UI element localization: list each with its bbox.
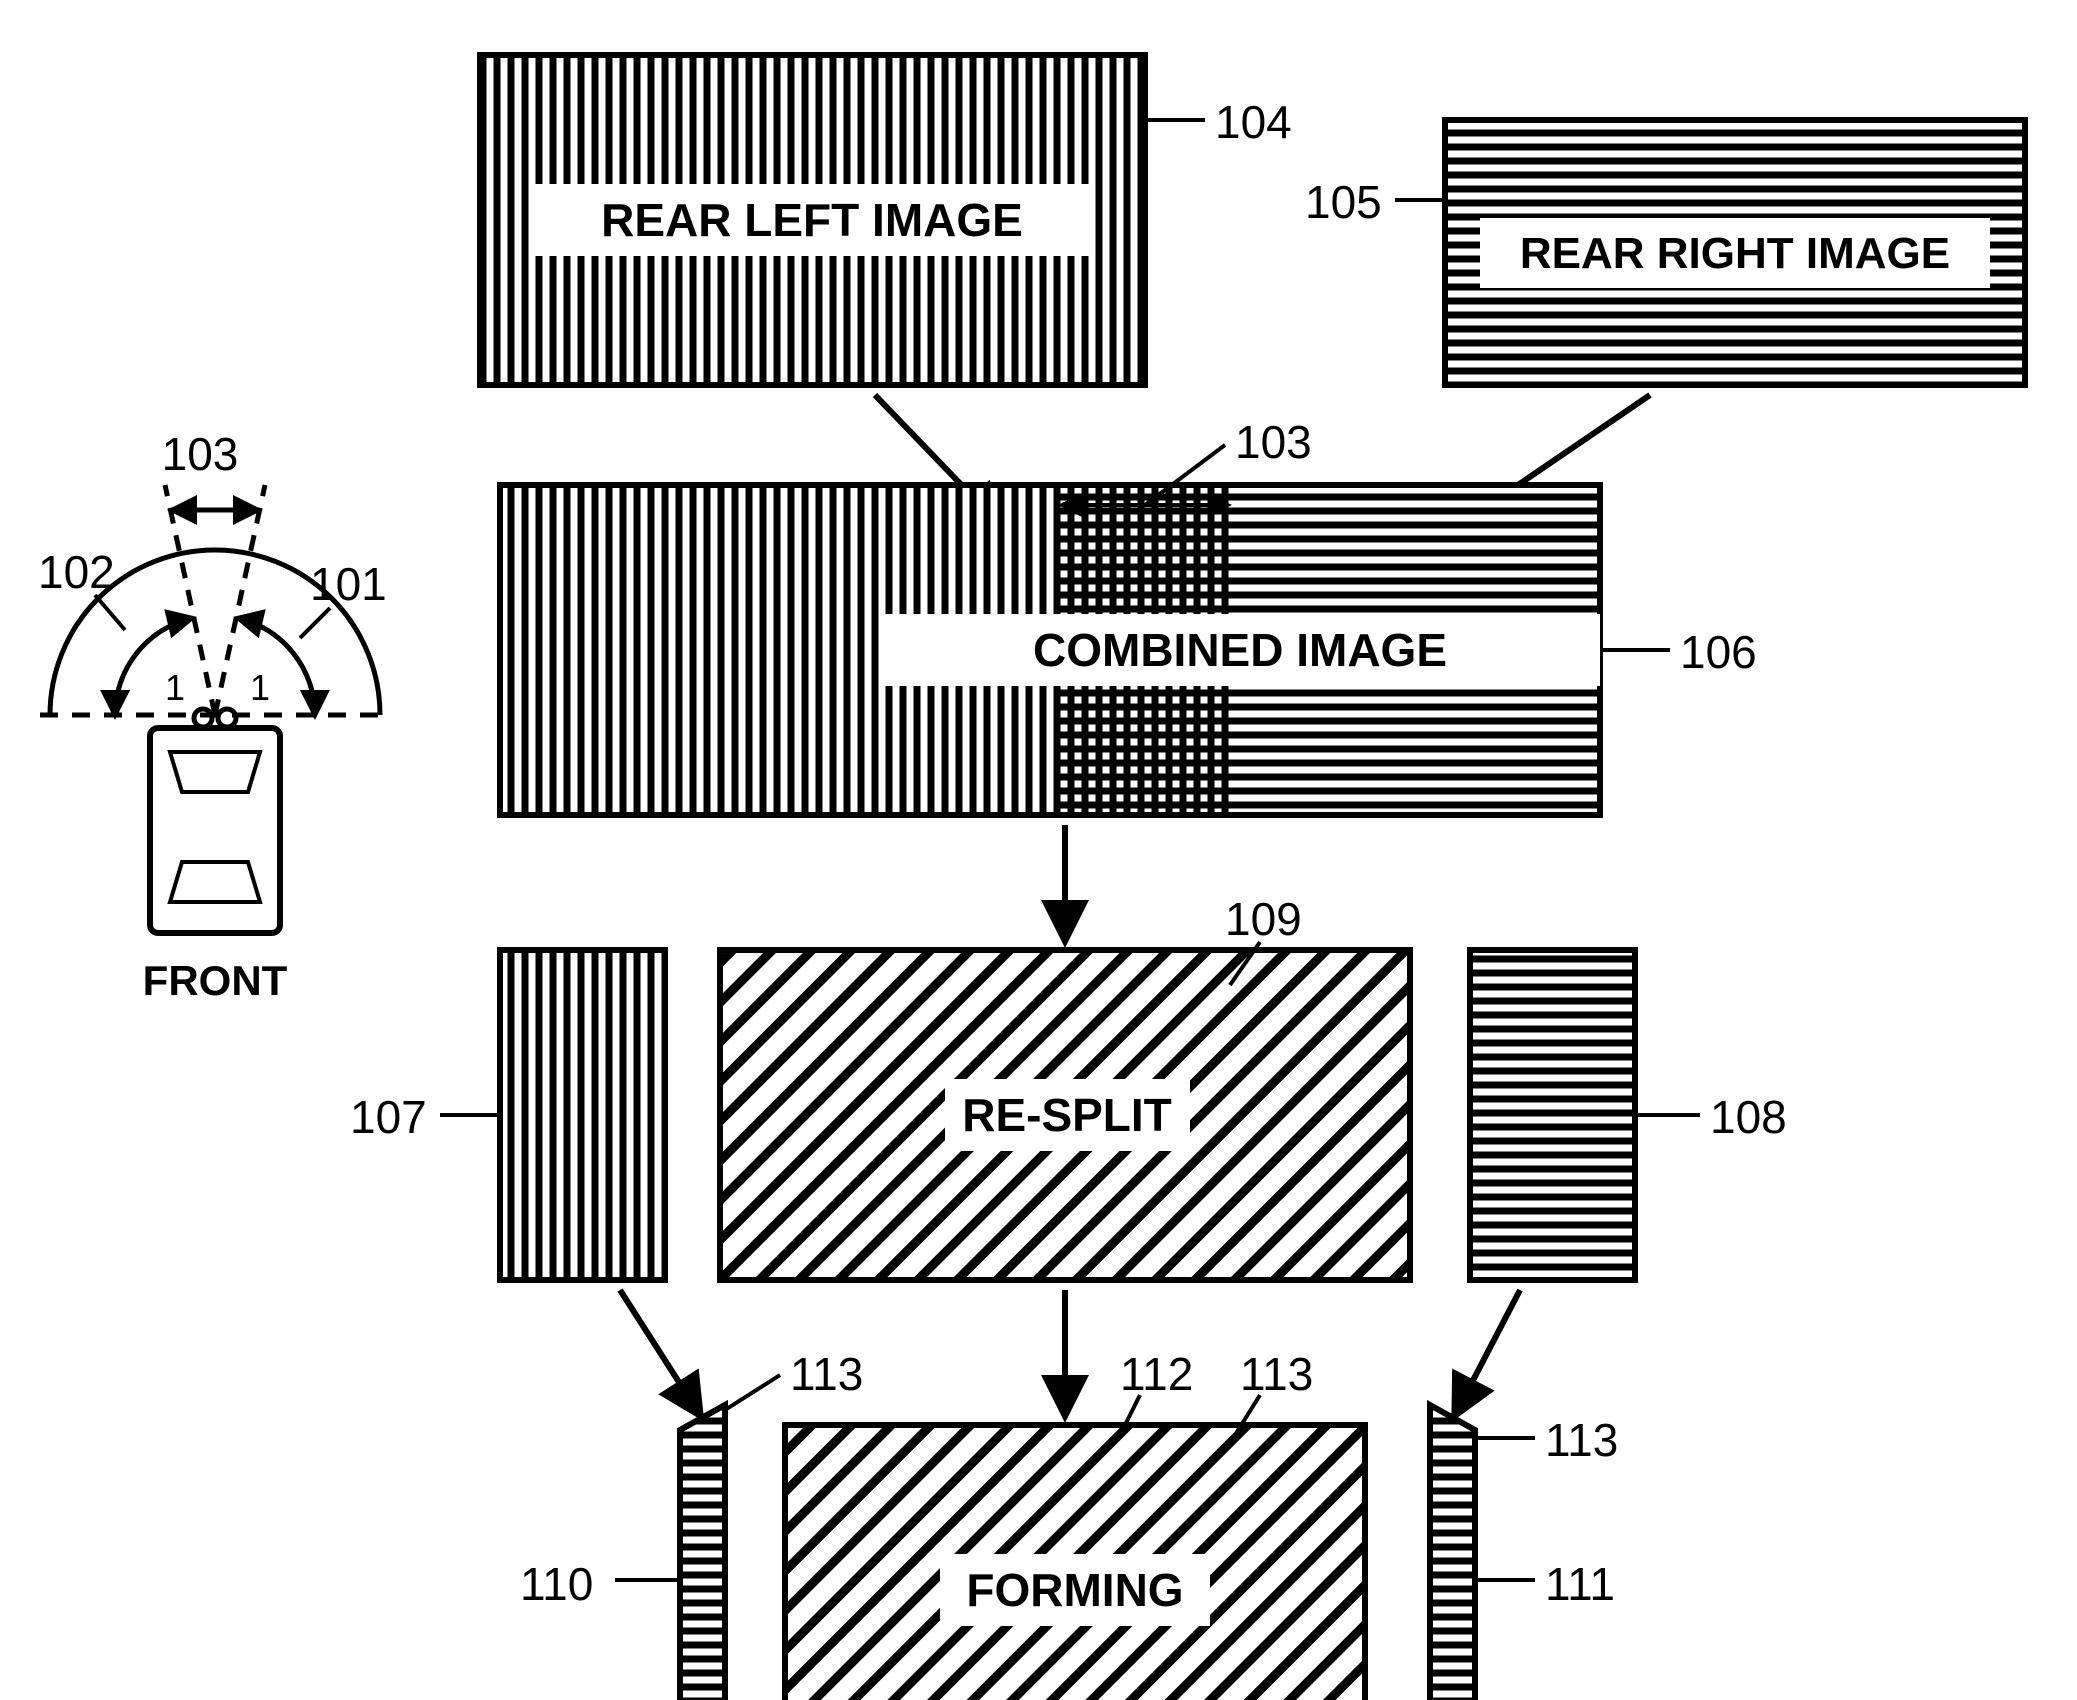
num-104: 104 (1215, 96, 1292, 148)
vehicle-angle-diagram: 1 1 FRONT 103 102 101 (38, 428, 390, 1004)
svg-text:REAR LEFT IMAGE: REAR LEFT IMAGE (601, 194, 1023, 246)
num-108: 108 (1710, 1091, 1787, 1143)
svg-text:REAR RIGHT IMAGE: REAR RIGHT IMAGE (1520, 229, 1950, 278)
svg-text:1: 1 (165, 667, 185, 708)
svg-text:103: 103 (162, 428, 239, 480)
num-113b: 113 (1545, 1414, 1618, 1466)
combined-image-box: COMBINED IMAGE (500, 485, 1600, 815)
forming-right-trapezoid (1430, 1405, 1475, 1700)
forming-mid-box: FORMING (785, 1425, 1365, 1700)
rear-left-image-box: REAR LEFT IMAGE (480, 55, 1145, 385)
resplit-left-box (500, 950, 665, 1280)
svg-text:COMBINED IMAGE: COMBINED IMAGE (1033, 624, 1447, 676)
arrow-resplit-left-to-forming (620, 1290, 700, 1415)
svg-text:1: 1 (250, 667, 270, 708)
arrow-resplit-right-to-forming (1455, 1290, 1520, 1415)
num-111: 111 (1545, 1558, 1615, 1610)
num-105: 105 (1305, 176, 1382, 228)
num-103b: 103 (1235, 416, 1312, 468)
resplit-mid-box: RE-SPLIT (720, 950, 1410, 1280)
num-113-top: 113 (1240, 1348, 1313, 1400)
svg-text:102: 102 (38, 546, 115, 598)
svg-text:FORMING: FORMING (966, 1564, 1183, 1616)
rear-right-image-box: REAR RIGHT IMAGE (1445, 120, 2025, 385)
num-109: 109 (1225, 893, 1302, 945)
num-110: 110 (520, 1558, 593, 1610)
svg-text:101: 101 (310, 558, 387, 610)
svg-text:RE-SPLIT: RE-SPLIT (962, 1089, 1172, 1141)
leader-113a (725, 1375, 780, 1410)
num-106: 106 (1680, 626, 1757, 678)
svg-text:FRONT: FRONT (143, 957, 288, 1004)
num-112: 112 (1120, 1348, 1193, 1400)
num-107: 107 (350, 1091, 427, 1143)
resplit-right-box (1470, 950, 1635, 1280)
forming-left-trapezoid (680, 1405, 725, 1700)
num-113a: 113 (790, 1348, 863, 1400)
